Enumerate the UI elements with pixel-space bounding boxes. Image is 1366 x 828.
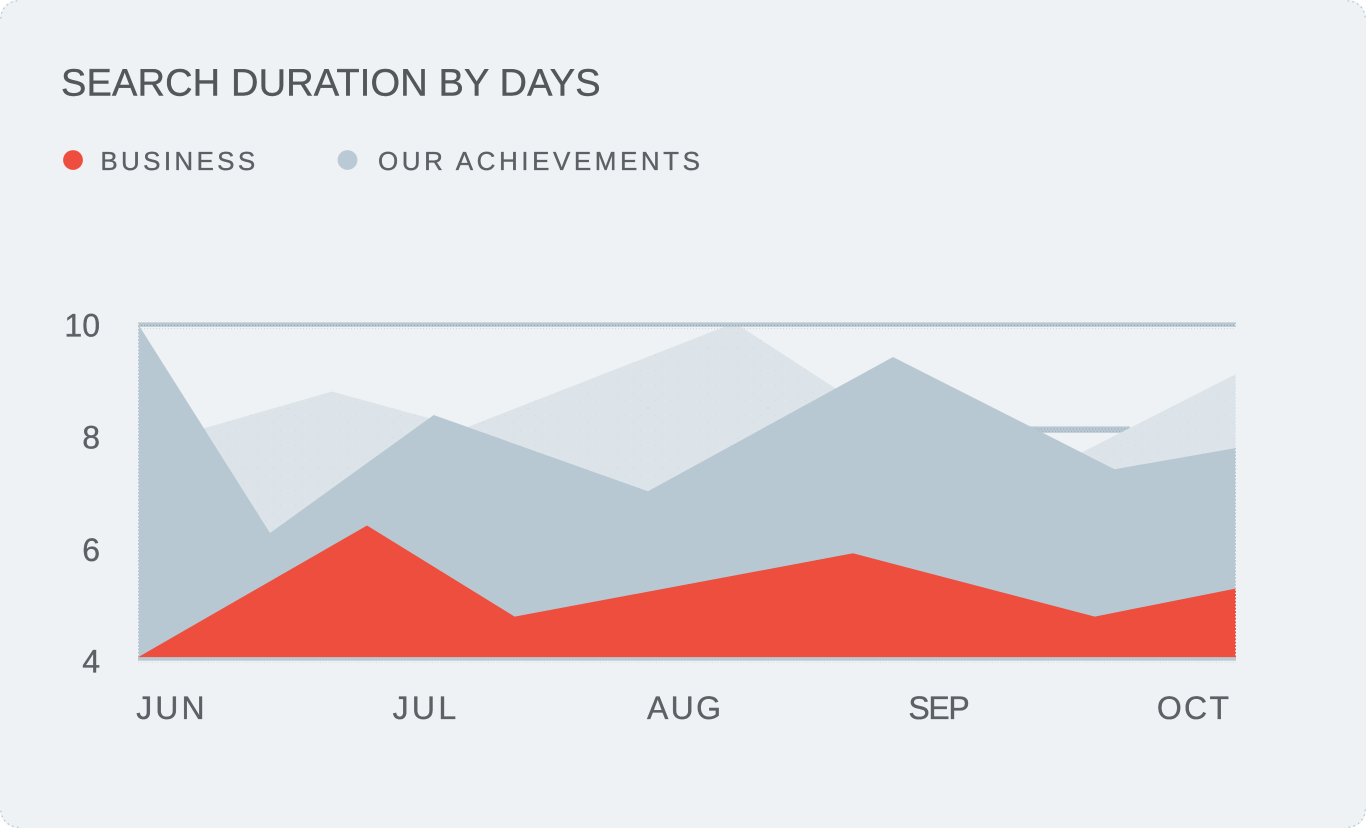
svg-text:8: 8 xyxy=(82,419,100,455)
svg-text:6: 6 xyxy=(82,532,100,568)
svg-text:BUSINESS: BUSINESS xyxy=(100,146,258,176)
svg-text:JUL: JUL xyxy=(393,690,460,726)
svg-text:OCT: OCT xyxy=(1157,690,1231,726)
svg-text:SEARCH DURATION BY DAYS: SEARCH DURATION BY DAYS xyxy=(61,62,601,104)
svg-text:OUR ACHIEVEMENTS: OUR ACHIEVEMENTS xyxy=(378,146,704,176)
svg-text:10: 10 xyxy=(64,307,100,343)
svg-text:4: 4 xyxy=(82,643,100,679)
svg-text:JUN: JUN xyxy=(136,690,207,726)
svg-text:AUG: AUG xyxy=(647,690,723,726)
svg-text:SEP: SEP xyxy=(908,690,968,726)
